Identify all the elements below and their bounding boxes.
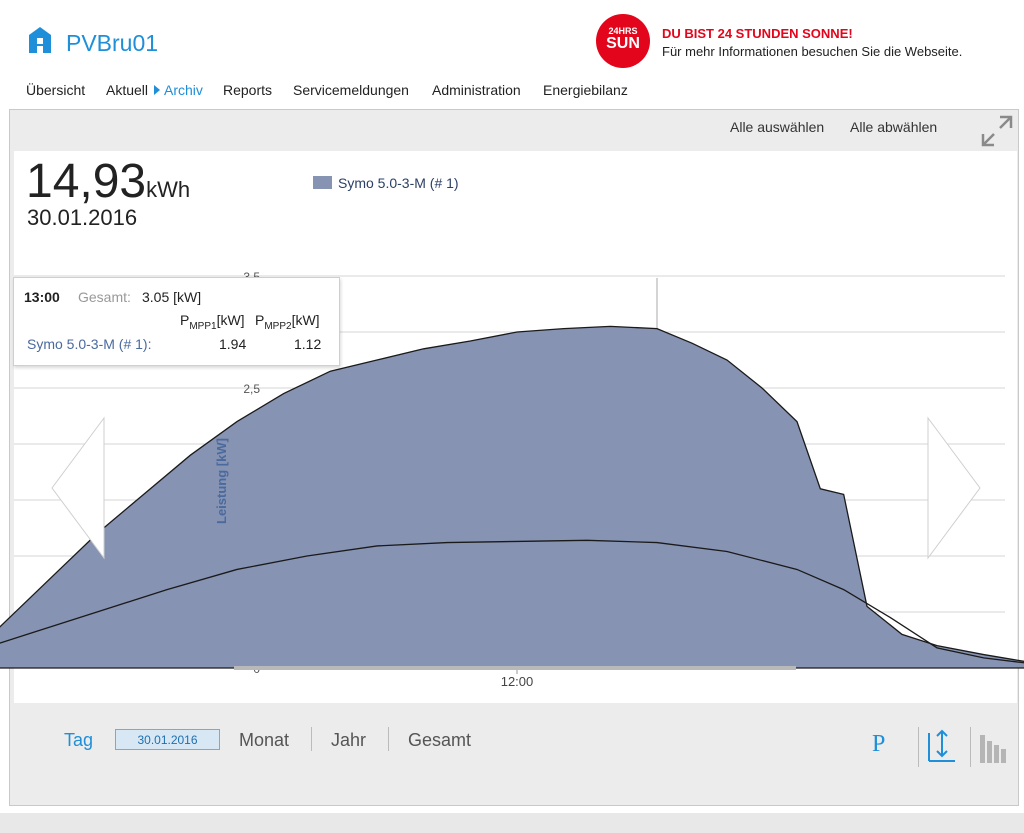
- period-day-tab[interactable]: Tag: [64, 730, 94, 750]
- divider: [970, 727, 971, 767]
- deselect-all-button[interactable]: Alle abwählen: [850, 119, 938, 135]
- tooltip-total-label: Gesamt:: [78, 289, 131, 305]
- tooltip-value-mpp1: 1.94: [219, 336, 247, 352]
- nav-item-reports[interactable]: Reports: [223, 82, 273, 98]
- site-title[interactable]: PVBru01: [66, 30, 159, 56]
- tooltip-device-name: Symo 5.0-3-M (# 1):: [27, 336, 152, 352]
- nav-item-energy-balance[interactable]: Energiebilanz: [543, 82, 628, 98]
- energy-number: 14,93: [26, 155, 147, 208]
- tooltip-col2-header: PMPP2[kW]: [255, 312, 320, 332]
- tooltip-time: 13:00: [24, 289, 60, 305]
- divider: [918, 727, 919, 767]
- nav-item-administration[interactable]: Administration: [432, 82, 521, 98]
- breadcrumb-arrow-icon: [154, 85, 160, 95]
- header: PVBru01 24HRS SUN DU BIST 24 STUNDEN SON…: [0, 0, 1024, 75]
- fullscreen-icon[interactable]: [980, 114, 1014, 148]
- main-nav: Übersicht Aktuell Archiv Reports Service…: [0, 80, 1024, 102]
- period-month-tab[interactable]: Monat: [239, 730, 290, 750]
- summary-date: 30.01.2016: [27, 205, 138, 230]
- nav-item-service-messages[interactable]: Servicemeldungen: [293, 82, 409, 98]
- period-total-tab[interactable]: Gesamt: [408, 730, 472, 750]
- nav-item-archive[interactable]: Archiv: [164, 82, 203, 98]
- chart-tooltip: 13:00 Gesamt: 3.05 [kW] PMPP1[kW] PMPP2[…: [13, 277, 340, 366]
- nav-item-current[interactable]: Aktuell: [106, 82, 149, 98]
- energy-unit: kWh: [146, 177, 191, 202]
- bottom-strip: [0, 813, 1024, 833]
- divider: [388, 727, 389, 751]
- nav-item-overview[interactable]: Übersicht: [26, 82, 86, 98]
- divider: [311, 727, 312, 751]
- promo-heading[interactable]: DU BIST 24 STUNDEN SONNE!: [662, 26, 853, 41]
- logo-line1: 24HRS: [608, 26, 638, 36]
- select-all-button[interactable]: Alle auswählen: [730, 119, 825, 135]
- power-view-button[interactable]: P: [872, 731, 886, 757]
- period-bar: [10, 704, 1018, 804]
- chart-area: [14, 151, 1017, 703]
- promo-text[interactable]: Für mehr Informationen besuchen Sie die …: [662, 44, 963, 59]
- date-field[interactable]: [115, 729, 220, 750]
- scale-toggle-icon[interactable]: [926, 728, 958, 764]
- tooltip-value-mpp2: 1.12: [294, 336, 322, 352]
- bar-chart-icon[interactable]: [978, 731, 1010, 765]
- tooltip-total-value: 3.05 [kW]: [142, 289, 202, 305]
- prev-arrow-icon: [51, 416, 105, 560]
- logo-line2: SUN: [606, 35, 640, 52]
- next-arrow-icon: [927, 416, 981, 560]
- sun-logo[interactable]: 24HRS SUN: [596, 14, 650, 68]
- legend-swatch[interactable]: [313, 176, 332, 189]
- home-icon[interactable]: [28, 26, 52, 54]
- tooltip-col1-header: PMPP1[kW]: [180, 312, 245, 332]
- legend-label[interactable]: Symo 5.0-3-M (# 1): [338, 175, 459, 191]
- daily-energy-value: 14,93kWh: [26, 154, 190, 209]
- period-year-tab[interactable]: Jahr: [331, 730, 367, 750]
